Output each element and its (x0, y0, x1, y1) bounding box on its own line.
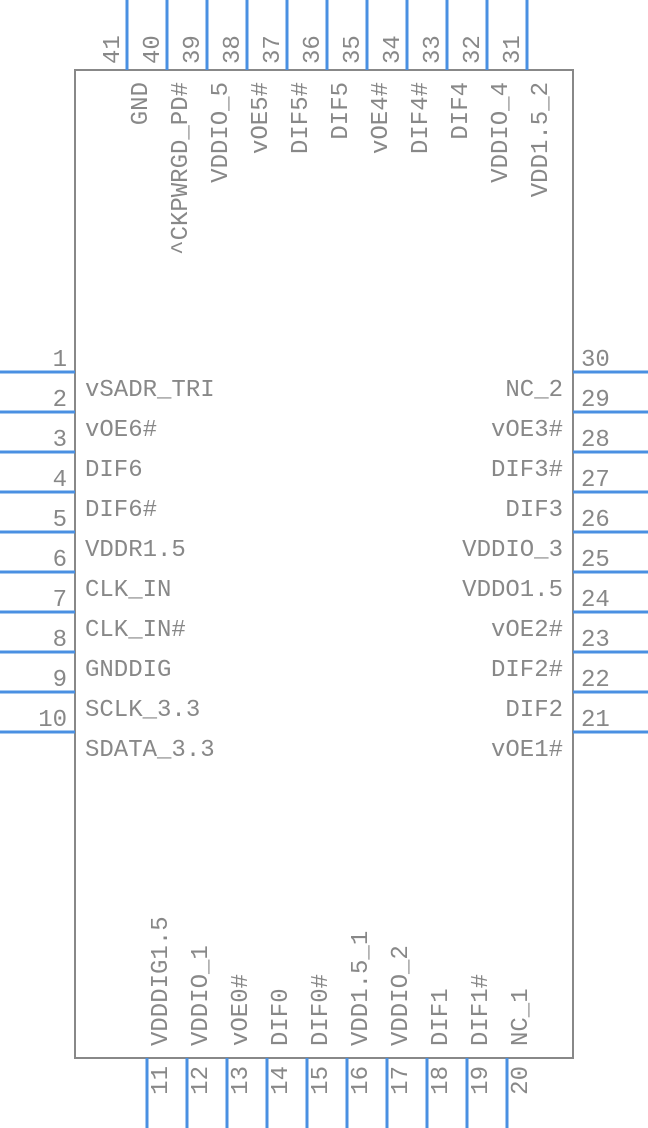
pin-label: DIF5 (328, 82, 355, 140)
pin-label: VDDIO_4 (488, 82, 515, 183)
pin-number: 37 (260, 35, 287, 64)
pin-number: 13 (228, 1066, 255, 1095)
pin-label: CLK_IN# (85, 617, 186, 644)
pin-label: VDDIO_3 (462, 537, 563, 564)
pin-label: VDDDIG1.5 (148, 916, 175, 1046)
pin-label: DIF6 (85, 457, 143, 484)
pin-label: ^CKPWRGD_PD# (168, 82, 195, 255)
pin-label: DIF3# (491, 457, 563, 484)
pin-label: DIF1 (428, 988, 455, 1046)
pin-label: DIF6# (85, 497, 157, 524)
pin-label: vOE6# (85, 417, 157, 444)
pin-number: 29 (581, 387, 610, 414)
pin-number: 28 (581, 427, 610, 454)
pin-label: SCLK_3.3 (85, 697, 200, 724)
pin-label: vSADR_TRI (85, 377, 215, 404)
pin-number: 24 (581, 587, 610, 614)
pin-number: 41 (100, 35, 127, 64)
pin-number: 40 (140, 35, 167, 64)
pin-number: 21 (581, 707, 610, 734)
pin-number: 16 (348, 1066, 375, 1095)
pin-label: VDD1.5_1 (348, 931, 375, 1046)
pin-number: 17 (388, 1066, 415, 1095)
pin-label: DIF4# (408, 82, 435, 154)
pin-label: VDD1.5_2 (528, 82, 555, 197)
pin-label: NC_2 (505, 377, 563, 404)
pin-number: 9 (53, 667, 67, 694)
pin-label: SDATA_3.3 (85, 737, 215, 764)
pin-label: GND (128, 82, 155, 125)
pin-label: DIF1# (468, 974, 495, 1046)
pin-number: 14 (268, 1066, 295, 1095)
pin-number: 20 (508, 1066, 535, 1095)
pin-label: DIF4 (448, 82, 475, 140)
pin-label: DIF5# (288, 82, 315, 154)
pin-number: 6 (53, 547, 67, 574)
pin-number: 3 (53, 427, 67, 454)
pin-number: 30 (581, 347, 610, 374)
pin-number: 18 (428, 1066, 455, 1095)
pin-label: NC_1 (508, 988, 535, 1046)
pin-label: GNDDIG (85, 657, 171, 684)
chip-body (75, 70, 573, 1058)
pin-label: CLK_IN (85, 577, 171, 604)
pin-label: VDDIO_1 (188, 945, 215, 1046)
pin-label: VDDO1.5 (462, 577, 563, 604)
pin-label: vOE2# (491, 617, 563, 644)
pin-number: 8 (53, 627, 67, 654)
pin-number: 1 (53, 347, 67, 374)
pin-number: 39 (180, 35, 207, 64)
pin-number: 23 (581, 627, 610, 654)
pin-label: DIF0 (268, 988, 295, 1046)
pin-label: vOE1# (491, 737, 563, 764)
pin-label: vOE4# (368, 82, 395, 154)
pin-number: 33 (420, 35, 447, 64)
pin-number: 11 (148, 1066, 175, 1095)
pin-number: 27 (581, 467, 610, 494)
pin-label: DIF0# (308, 974, 335, 1046)
pin-number: 25 (581, 547, 610, 574)
pin-number: 34 (380, 35, 407, 64)
pin-number: 36 (300, 35, 327, 64)
pin-label: DIF2# (491, 657, 563, 684)
pin-number: 5 (53, 507, 67, 534)
pin-number: 22 (581, 667, 610, 694)
pin-number: 10 (38, 707, 67, 734)
pin-label: vOE0# (228, 974, 255, 1046)
ic-pinout-diagram: 1 vSADR_TRI 2 vOE6# 3 DIF6 4 DIF6# 5 VDDR1.5 6 CLK_… (0, 0, 648, 1128)
pin-label: vOE5# (248, 82, 275, 154)
pin-label: DIF3 (505, 497, 563, 524)
pin-label: VDDIO_5 (208, 82, 235, 183)
pin-number: 31 (500, 35, 527, 64)
pin-number: 12 (188, 1066, 215, 1095)
pin-number: 15 (308, 1066, 335, 1095)
pin-number: 35 (340, 35, 367, 64)
pin-label: DIF2 (505, 697, 563, 724)
pin-number: 4 (53, 467, 67, 494)
pin-number: 19 (468, 1066, 495, 1095)
pin-label: VDDR1.5 (85, 537, 186, 564)
pin-number: 32 (460, 35, 487, 64)
pin-number: 2 (53, 387, 67, 414)
pin-number: 26 (581, 507, 610, 534)
pin-label: VDDIO_2 (388, 945, 415, 1046)
pin-number: 7 (53, 587, 67, 614)
pin-label: vOE3# (491, 417, 563, 444)
pin-number: 38 (220, 35, 247, 64)
